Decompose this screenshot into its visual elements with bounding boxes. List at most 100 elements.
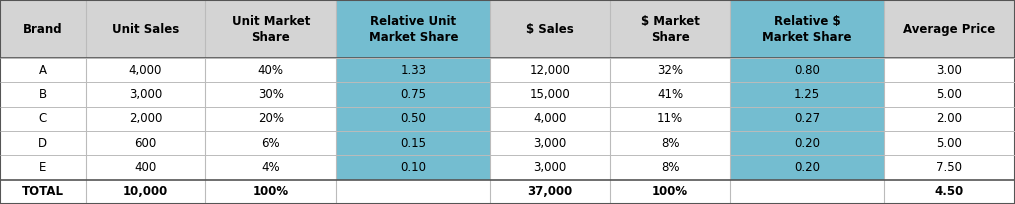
Bar: [490, 180, 610, 204]
Text: Relative $
Market Share: Relative $ Market Share: [762, 14, 852, 44]
Text: Unit Market
Share: Unit Market Share: [231, 14, 310, 44]
Text: 7.50: 7.50: [937, 161, 962, 174]
Bar: [0, 180, 85, 204]
Text: 30%: 30%: [258, 88, 284, 101]
Text: 1.33: 1.33: [400, 64, 426, 77]
Text: 32%: 32%: [657, 64, 683, 77]
Text: B: B: [39, 88, 47, 101]
Bar: [336, 107, 490, 131]
Bar: [884, 107, 1015, 131]
Bar: [730, 155, 884, 180]
Bar: [730, 0, 884, 58]
Text: 4%: 4%: [262, 161, 280, 174]
Bar: [490, 107, 610, 131]
Text: Average Price: Average Price: [903, 23, 996, 35]
Bar: [610, 82, 730, 107]
Bar: [336, 82, 490, 107]
Bar: [884, 180, 1015, 204]
Text: 4.50: 4.50: [935, 185, 964, 198]
Bar: [730, 82, 884, 107]
Text: 100%: 100%: [652, 185, 688, 198]
Bar: [336, 180, 490, 204]
Text: A: A: [39, 64, 47, 77]
Text: TOTAL: TOTAL: [21, 185, 64, 198]
Bar: [610, 155, 730, 180]
Text: 3.00: 3.00: [937, 64, 962, 77]
Text: Relative Unit
Market Share: Relative Unit Market Share: [368, 14, 458, 44]
Bar: [610, 180, 730, 204]
Bar: [205, 155, 336, 180]
Bar: [336, 0, 490, 58]
Text: 0.50: 0.50: [401, 112, 426, 125]
Bar: [884, 155, 1015, 180]
Text: 4,000: 4,000: [129, 64, 162, 77]
Bar: [0, 131, 85, 155]
Text: 1.25: 1.25: [794, 88, 820, 101]
Bar: [610, 131, 730, 155]
Text: $ Sales: $ Sales: [527, 23, 574, 35]
Text: 0.75: 0.75: [400, 88, 426, 101]
Text: 2,000: 2,000: [129, 112, 162, 125]
Bar: [85, 82, 205, 107]
Bar: [205, 58, 336, 82]
Bar: [490, 0, 610, 58]
Text: 0.80: 0.80: [794, 64, 820, 77]
Text: 100%: 100%: [253, 185, 289, 198]
Bar: [205, 180, 336, 204]
Text: 4,000: 4,000: [534, 112, 567, 125]
Bar: [85, 107, 205, 131]
Bar: [884, 131, 1015, 155]
Text: 5.00: 5.00: [937, 88, 962, 101]
Text: 0.20: 0.20: [794, 161, 820, 174]
Bar: [85, 0, 205, 58]
Text: E: E: [40, 161, 47, 174]
Text: 8%: 8%: [661, 137, 679, 150]
Text: 600: 600: [134, 137, 156, 150]
Bar: [0, 155, 85, 180]
Bar: [730, 131, 884, 155]
Bar: [85, 155, 205, 180]
Bar: [205, 131, 336, 155]
Text: 5.00: 5.00: [937, 137, 962, 150]
Bar: [205, 82, 336, 107]
Bar: [884, 82, 1015, 107]
Text: 37,000: 37,000: [528, 185, 572, 198]
Bar: [490, 155, 610, 180]
Text: $ Market
Share: $ Market Share: [640, 14, 699, 44]
Bar: [490, 82, 610, 107]
Text: Brand: Brand: [23, 23, 63, 35]
Text: 11%: 11%: [657, 112, 683, 125]
Bar: [0, 0, 85, 58]
Bar: [205, 107, 336, 131]
Text: 0.10: 0.10: [400, 161, 426, 174]
Bar: [884, 0, 1015, 58]
Bar: [884, 58, 1015, 82]
Bar: [336, 131, 490, 155]
Text: 3,000: 3,000: [534, 161, 567, 174]
Text: D: D: [39, 137, 48, 150]
Text: 8%: 8%: [661, 161, 679, 174]
Bar: [730, 58, 884, 82]
Bar: [336, 155, 490, 180]
Text: 40%: 40%: [258, 64, 284, 77]
Text: 15,000: 15,000: [530, 88, 570, 101]
Bar: [730, 107, 884, 131]
Text: 3,000: 3,000: [129, 88, 162, 101]
Text: 10,000: 10,000: [123, 185, 168, 198]
Text: 2.00: 2.00: [937, 112, 962, 125]
Text: C: C: [39, 112, 47, 125]
Bar: [0, 58, 85, 82]
Text: 0.15: 0.15: [400, 137, 426, 150]
Bar: [85, 58, 205, 82]
Bar: [610, 0, 730, 58]
Bar: [0, 107, 85, 131]
Text: Unit Sales: Unit Sales: [112, 23, 179, 35]
Bar: [490, 58, 610, 82]
Bar: [85, 180, 205, 204]
Bar: [610, 58, 730, 82]
Text: 3,000: 3,000: [534, 137, 567, 150]
Text: 20%: 20%: [258, 112, 284, 125]
Bar: [610, 107, 730, 131]
Text: 0.20: 0.20: [794, 137, 820, 150]
Text: 400: 400: [134, 161, 156, 174]
